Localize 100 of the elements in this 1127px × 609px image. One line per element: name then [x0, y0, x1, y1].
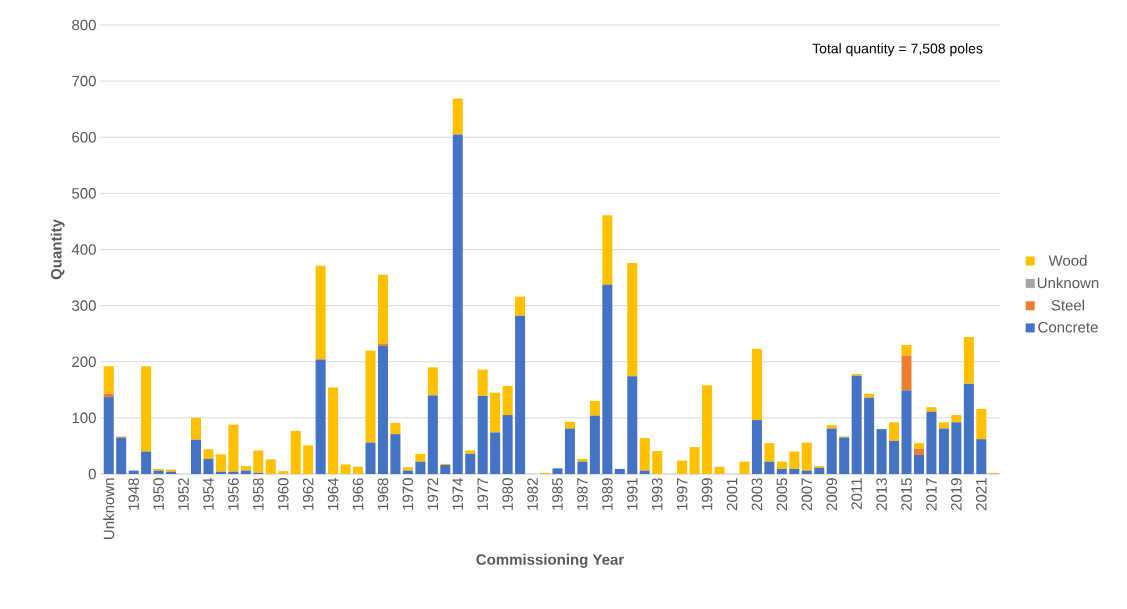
bar — [377, 343, 388, 347]
bar — [103, 366, 114, 394]
bar — [826, 425, 837, 429]
bar — [864, 397, 875, 474]
bar — [390, 434, 401, 474]
bar — [390, 422, 401, 435]
bar — [427, 367, 438, 396]
x-tick-label: 2019 — [951, 478, 962, 511]
bar — [502, 385, 513, 416]
x-tick-label: 1989 — [602, 478, 613, 510]
bar — [639, 438, 650, 471]
x-tick-label: 1968 — [377, 478, 389, 510]
bar — [963, 337, 974, 384]
x-tick-label: 1952 — [178, 478, 189, 510]
bar — [116, 437, 127, 474]
x-tick-label: 1958 — [253, 478, 264, 510]
bar — [951, 415, 962, 423]
y-tick-label: 200 — [72, 356, 96, 368]
bar — [340, 464, 351, 474]
bar — [776, 461, 787, 469]
bar — [876, 429, 887, 474]
bar — [515, 315, 526, 474]
x-tick-label: 1974 — [452, 477, 464, 510]
bar — [315, 359, 326, 474]
y-tick-label: 0 — [88, 468, 96, 480]
bar — [203, 449, 214, 459]
bar — [103, 397, 114, 474]
bar — [452, 98, 463, 135]
bar — [240, 466, 251, 471]
x-tick-label: 1985 — [552, 478, 563, 510]
bar — [589, 401, 600, 416]
x-tick-label: 1948 — [128, 478, 139, 510]
bar — [913, 443, 924, 449]
x-tick-label: 1962 — [302, 478, 314, 510]
bar — [789, 468, 800, 474]
y-tick-label: 300 — [72, 300, 96, 311]
x-tick-label: 1993 — [651, 478, 663, 510]
x-tick-label: 1987 — [577, 478, 588, 510]
bar — [577, 458, 588, 462]
legend-label: Unknown — [1037, 277, 1099, 289]
bar — [564, 421, 575, 429]
x-tick-label: 2007 — [801, 478, 813, 511]
bar — [926, 407, 937, 412]
bar — [814, 467, 825, 474]
bar — [190, 439, 201, 474]
bar — [477, 395, 488, 474]
bar — [913, 448, 924, 455]
bar — [602, 215, 613, 285]
bar — [702, 385, 713, 474]
bar — [477, 369, 488, 396]
x-tick-label: 2003 — [751, 478, 763, 511]
bar — [290, 430, 301, 474]
bar — [490, 392, 501, 433]
bar — [963, 383, 974, 474]
x-tick-label: 1966 — [352, 478, 364, 510]
bar — [577, 461, 588, 474]
bar — [203, 458, 214, 474]
bar — [315, 265, 326, 360]
bar — [253, 450, 264, 473]
bar — [839, 437, 850, 474]
bar — [552, 468, 563, 474]
bar — [440, 465, 451, 474]
x-tick-label: 1999 — [701, 478, 713, 510]
x-tick-label: 1950 — [153, 478, 164, 510]
bar — [652, 450, 663, 474]
bar — [889, 440, 900, 474]
bar — [228, 424, 239, 472]
x-tick-label: 2017 — [926, 478, 937, 511]
x-tick-label: 1964 — [327, 477, 339, 510]
bar — [901, 355, 912, 391]
bar — [465, 453, 476, 474]
bar — [564, 428, 575, 474]
y-tick-label: 800 — [72, 19, 96, 31]
x-axis-title: Commissioning Year — [476, 553, 624, 568]
bar — [228, 471, 239, 474]
x-tick-label: 2021 — [975, 478, 987, 511]
y-tick-label: 400 — [71, 244, 96, 255]
bar — [427, 395, 438, 474]
bar — [976, 408, 987, 440]
bar — [826, 428, 837, 474]
x-tick-label: 1960 — [277, 478, 289, 510]
bar — [353, 466, 364, 474]
bar — [889, 422, 900, 441]
legend-label: Concrete — [1038, 321, 1098, 333]
bar — [851, 375, 862, 474]
x-tick-label: Unknown — [103, 478, 115, 539]
x-tick-label: 2015 — [901, 478, 912, 511]
bar — [415, 453, 426, 462]
x-tick-label: 1972 — [427, 478, 439, 510]
bar — [303, 445, 314, 474]
x-tick-label: 2009 — [826, 478, 838, 511]
x-tick-label: 1970 — [402, 478, 414, 510]
bar — [465, 450, 476, 454]
bar — [328, 387, 339, 474]
x-tick-label: 1954 — [203, 477, 214, 510]
legend-label: Wood — [1048, 254, 1087, 266]
bar — [515, 296, 526, 316]
bar — [265, 459, 276, 474]
bar — [278, 471, 289, 474]
bar — [864, 393, 875, 398]
